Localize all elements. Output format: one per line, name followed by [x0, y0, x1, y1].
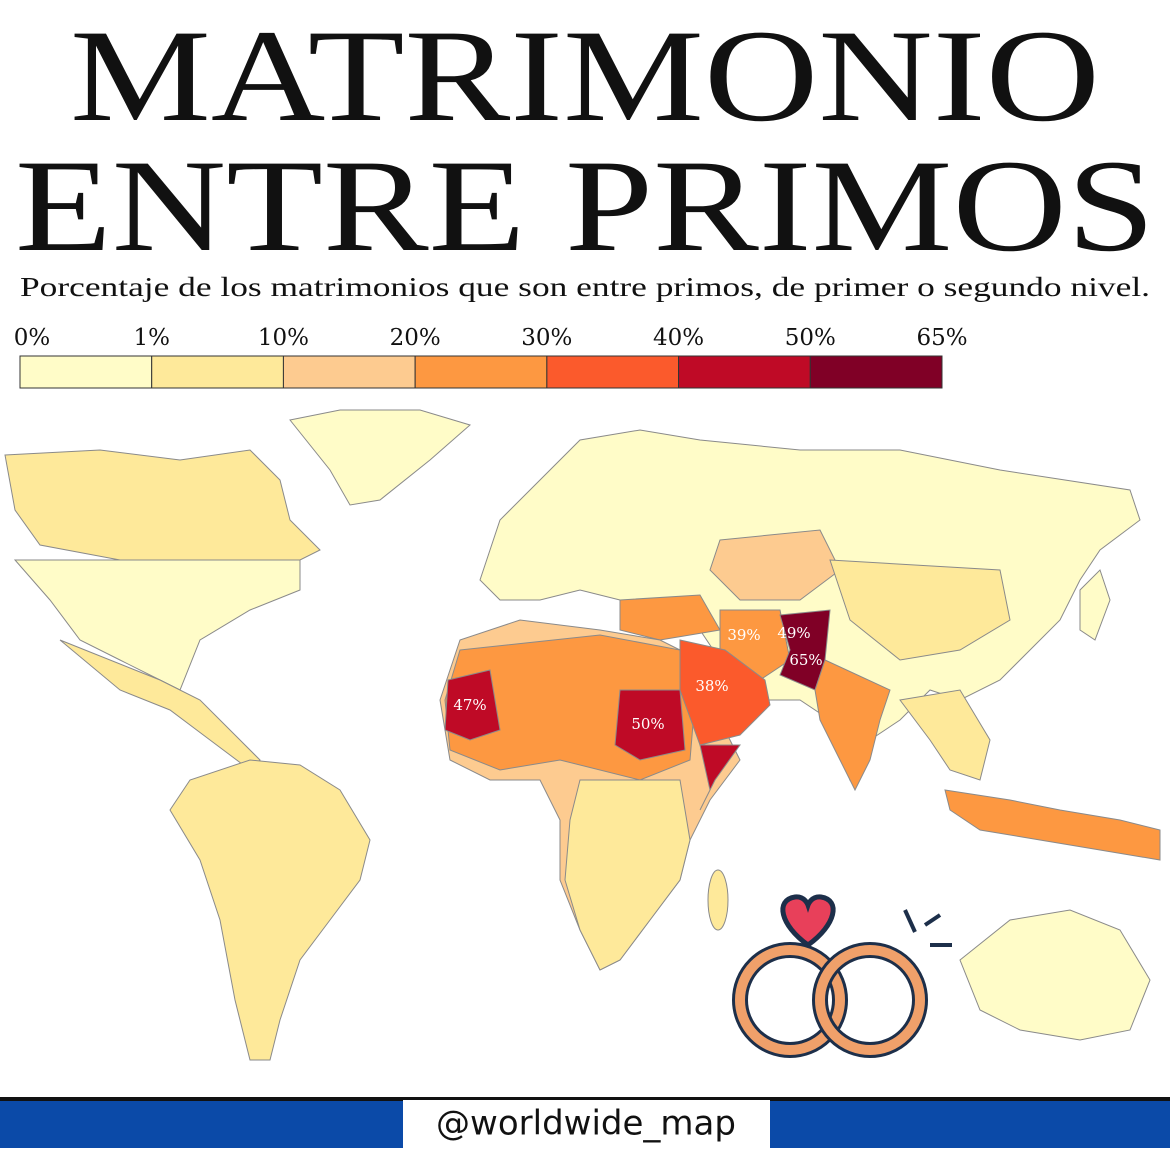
legend-label: 40% [653, 325, 704, 351]
legend-label: 0% [14, 325, 51, 351]
central-asia [709, 529, 841, 601]
legend-label: 50% [785, 325, 836, 351]
japan [1079, 569, 1111, 641]
legend: 0% 1% 10% 20% 30% 40% 50% 65% [14, 325, 968, 389]
southern-africa [564, 779, 691, 971]
usa [13, 559, 301, 691]
china [829, 559, 1011, 661]
subtitle: Porcentaje de los matrimonios que son en… [20, 272, 1150, 302]
title-line: ENTRE PRIMOS [15, 132, 1155, 279]
india [814, 659, 891, 792]
legend-label: 30% [521, 325, 572, 351]
legend-swatch [19, 355, 153, 389]
legend-label: 1% [133, 325, 170, 351]
sudan [614, 689, 686, 761]
turkey [619, 594, 721, 641]
legend-swatch [678, 355, 811, 389]
footer-rule [0, 1097, 1170, 1101]
footer-handle: @worldwide_map [436, 1104, 736, 1144]
title-line: MATRIMONIO [70, 2, 1100, 149]
legend-label: 10% [258, 325, 309, 351]
legend-swatch [282, 355, 416, 389]
southeast-asia [899, 689, 991, 781]
map-label: 50% [631, 715, 664, 733]
greenland [289, 409, 472, 506]
indonesia [944, 789, 1161, 861]
map-label: 65% [789, 651, 822, 669]
legend-label: 65% [916, 325, 967, 351]
mauritania [444, 669, 501, 741]
legend-swatch [546, 355, 680, 389]
arabian-peninsula [679, 639, 771, 746]
legend-label: 20% [390, 325, 441, 351]
legend-swatch [809, 355, 943, 389]
footer-box [403, 1100, 770, 1148]
madagascar [707, 869, 729, 931]
rings-icon [732, 894, 952, 1058]
map-label: 39% [727, 626, 760, 644]
map-label: 47% [453, 696, 486, 714]
map-label: 49% [777, 624, 810, 642]
legend-swatch [414, 355, 548, 389]
map-label: 38% [695, 677, 728, 695]
south-america [169, 759, 371, 1061]
australia [959, 909, 1151, 1041]
canada [4, 449, 321, 561]
world-map: 47% 50% 38% 39% 49% 65% [4, 409, 1161, 1061]
somalia [699, 744, 741, 811]
legend-swatch [151, 355, 284, 389]
